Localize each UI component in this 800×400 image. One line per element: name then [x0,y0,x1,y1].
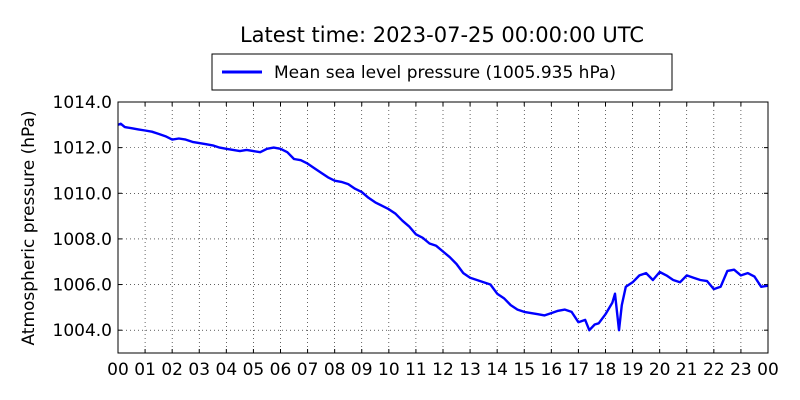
x-tick-label: 06 [270,360,292,380]
chart-title: Latest time: 2023-07-25 00:00:00 UTC [240,23,644,47]
legend-box [211,53,673,91]
legend-label: Mean sea level pressure (1005.935 hPa) [274,63,616,83]
y-tick-label: 1004.0 [53,321,112,341]
y-tick-label: 1012.0 [53,139,112,159]
x-tick-label: 23 [730,360,752,380]
x-tick-label: 15 [513,360,535,380]
x-tick-label: 19 [622,360,644,380]
y-tick-labels: 1004.0 1006.0 1008.0 1010.0 1012.0 1014.0 [53,93,112,341]
x-tick-label: 16 [541,360,563,380]
x-tick-label: 14 [486,360,508,380]
x-tick-label: 22 [703,360,725,380]
legend: Mean sea level pressure (1005.935 hPa) [211,53,673,91]
x-tick-label: 03 [188,360,210,380]
x-tick-label: 21 [676,360,698,380]
x-tick-label: 00 [107,360,129,380]
y-axis-label: Atmospheric pressure (hPa) [19,110,39,345]
x-tick-label: 05 [243,360,265,380]
x-tick-label: 18 [595,360,617,380]
series-line [117,122,769,332]
y-tick-label: 1006.0 [53,276,112,296]
x-tick-label: 00 [757,360,779,380]
x-tick-label: 04 [216,360,238,380]
x-tick-label: 07 [297,360,319,380]
y-tick-label: 1010.0 [53,184,112,204]
x-tick-label: 11 [405,360,427,380]
x-tick-label: 20 [649,360,671,380]
y-tick-label: 1008.0 [53,230,112,250]
x-tick-label: 09 [351,360,373,380]
x-tick-label: 01 [134,360,156,380]
x-tick-label: 10 [378,360,400,380]
x-tick-label: 17 [568,360,590,380]
axis-ticks [117,101,769,353]
grid [118,102,768,353]
x-tick-label: 02 [161,360,183,380]
x-tick-label: 08 [324,360,346,380]
x-tick-label: 13 [459,360,481,380]
x-tick-label: 12 [432,360,454,380]
y-tick-label: 1014.0 [53,93,112,113]
plot-frame [117,101,769,354]
series-layer [117,122,769,332]
x-tick-labels: 00 01 02 03 04 05 06 07 08 09 10 11 12 13 14 15 16 17 18 19… [107,360,779,380]
